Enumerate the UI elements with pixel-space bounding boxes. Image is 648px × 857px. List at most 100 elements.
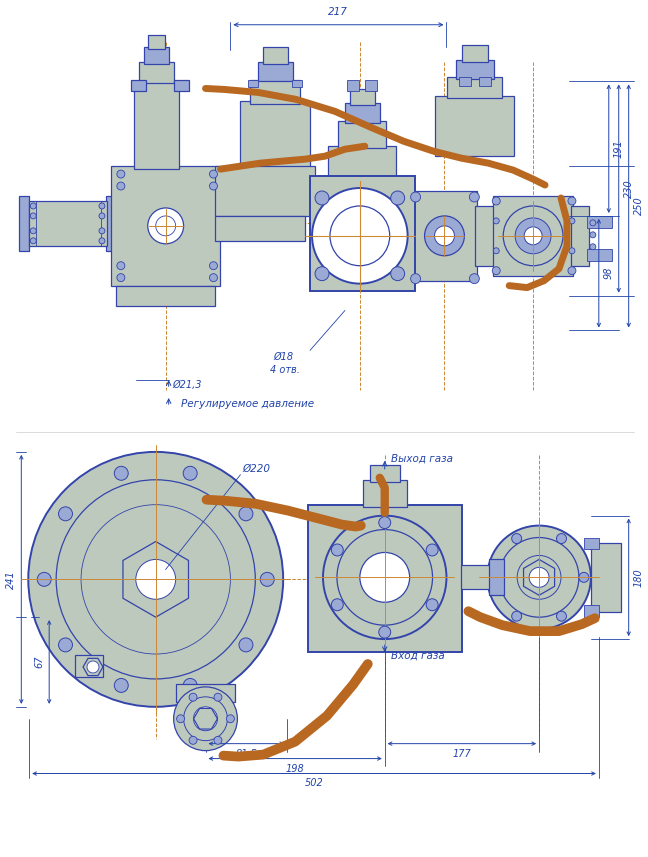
Circle shape bbox=[183, 466, 197, 480]
Bar bbox=[456, 60, 494, 79]
Bar bbox=[240, 101, 310, 181]
Circle shape bbox=[114, 466, 128, 480]
Bar bbox=[216, 166, 315, 216]
Circle shape bbox=[529, 567, 549, 587]
Circle shape bbox=[58, 506, 73, 521]
Bar bbox=[413, 191, 478, 280]
Circle shape bbox=[426, 599, 438, 611]
Circle shape bbox=[424, 216, 465, 255]
Circle shape bbox=[590, 243, 596, 249]
Text: 230: 230 bbox=[624, 179, 634, 198]
Bar bbox=[370, 464, 400, 482]
Circle shape bbox=[30, 228, 36, 234]
Circle shape bbox=[492, 267, 500, 274]
Circle shape bbox=[312, 188, 408, 284]
Bar bbox=[308, 505, 463, 652]
Polygon shape bbox=[524, 560, 555, 596]
Circle shape bbox=[330, 206, 389, 266]
Circle shape bbox=[156, 216, 176, 236]
Bar bbox=[259, 62, 293, 81]
Bar bbox=[176, 684, 235, 702]
Circle shape bbox=[214, 693, 222, 701]
Circle shape bbox=[189, 736, 197, 744]
Bar bbox=[174, 80, 189, 92]
Bar bbox=[216, 216, 305, 241]
Text: 4 отв.: 4 отв. bbox=[270, 365, 300, 375]
Circle shape bbox=[99, 213, 105, 219]
Circle shape bbox=[487, 525, 591, 629]
Circle shape bbox=[226, 715, 235, 722]
Circle shape bbox=[183, 697, 227, 740]
Circle shape bbox=[30, 213, 36, 219]
Bar bbox=[148, 34, 165, 49]
Circle shape bbox=[37, 572, 51, 586]
Bar bbox=[435, 97, 514, 156]
Text: 241: 241 bbox=[6, 570, 16, 589]
Bar bbox=[111, 166, 220, 285]
Circle shape bbox=[503, 206, 563, 266]
Circle shape bbox=[315, 267, 329, 280]
Circle shape bbox=[435, 226, 454, 246]
Bar bbox=[75, 655, 103, 677]
Circle shape bbox=[492, 197, 500, 205]
Bar bbox=[310, 176, 415, 291]
Bar bbox=[587, 216, 612, 228]
Circle shape bbox=[515, 218, 551, 254]
Bar bbox=[263, 46, 288, 63]
Bar bbox=[338, 122, 386, 148]
Circle shape bbox=[391, 191, 404, 205]
Bar bbox=[489, 560, 504, 596]
Circle shape bbox=[239, 506, 253, 521]
Circle shape bbox=[568, 197, 576, 205]
Bar bbox=[584, 605, 599, 617]
Bar bbox=[448, 76, 502, 99]
Circle shape bbox=[391, 267, 404, 280]
Circle shape bbox=[512, 534, 522, 543]
Circle shape bbox=[209, 273, 218, 282]
Bar bbox=[328, 147, 396, 178]
Circle shape bbox=[323, 516, 446, 639]
Circle shape bbox=[189, 693, 197, 701]
Circle shape bbox=[194, 707, 218, 731]
Circle shape bbox=[99, 203, 105, 209]
Circle shape bbox=[493, 218, 499, 224]
Bar bbox=[292, 80, 302, 87]
Polygon shape bbox=[83, 658, 103, 675]
Bar bbox=[584, 537, 599, 549]
Circle shape bbox=[557, 611, 566, 621]
Circle shape bbox=[579, 572, 589, 583]
Circle shape bbox=[87, 661, 99, 673]
Circle shape bbox=[148, 208, 183, 243]
Text: 81,5: 81,5 bbox=[235, 749, 257, 758]
Circle shape bbox=[177, 715, 185, 722]
Circle shape bbox=[331, 544, 343, 556]
Bar bbox=[144, 46, 168, 63]
Circle shape bbox=[512, 611, 522, 621]
Bar bbox=[345, 104, 380, 123]
Circle shape bbox=[379, 517, 391, 529]
Text: Вход газа: Вход газа bbox=[391, 651, 445, 661]
Circle shape bbox=[58, 638, 73, 652]
Circle shape bbox=[239, 638, 253, 652]
Bar bbox=[571, 206, 589, 266]
Circle shape bbox=[99, 238, 105, 243]
Circle shape bbox=[331, 599, 343, 611]
Circle shape bbox=[590, 220, 596, 226]
Circle shape bbox=[99, 228, 105, 234]
Circle shape bbox=[569, 218, 575, 224]
Circle shape bbox=[493, 248, 499, 254]
Circle shape bbox=[117, 170, 125, 178]
Bar bbox=[461, 566, 491, 590]
Circle shape bbox=[469, 273, 480, 284]
Bar bbox=[493, 196, 573, 276]
Bar bbox=[350, 89, 375, 105]
Bar bbox=[347, 80, 359, 92]
Text: 98: 98 bbox=[604, 267, 614, 279]
Circle shape bbox=[557, 534, 566, 543]
Bar bbox=[591, 542, 621, 612]
Text: Выход газа: Выход газа bbox=[391, 454, 453, 464]
Text: 177: 177 bbox=[452, 749, 471, 758]
Text: 191: 191 bbox=[614, 140, 624, 158]
Bar bbox=[134, 81, 179, 169]
Bar bbox=[248, 80, 259, 87]
